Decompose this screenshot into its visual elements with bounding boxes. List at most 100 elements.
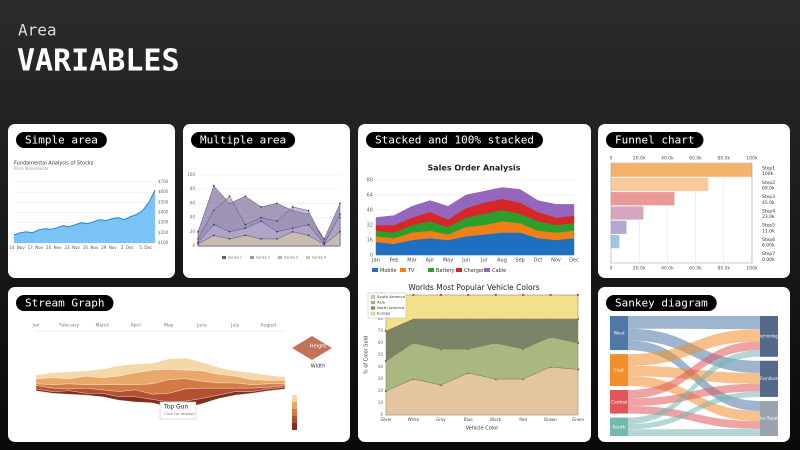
point [260, 220, 263, 223]
x-tick-label: March [96, 323, 110, 329]
legend-label: Series 4 [312, 256, 327, 260]
x-tick-label: Mar [407, 258, 417, 264]
legend-swatch [370, 295, 376, 299]
legend-label: South America [377, 294, 405, 299]
point [307, 223, 310, 226]
link [628, 365, 760, 384]
y-tick-label: 16 [367, 238, 373, 244]
annotation-note: Click for release [164, 411, 195, 416]
x-tick-label: 20. Nov [46, 245, 62, 250]
y-tick-label: 48 [367, 208, 373, 214]
point [307, 209, 310, 212]
card-title-pill [366, 132, 543, 148]
link [628, 316, 760, 330]
x-tick-label: Dec [569, 258, 579, 264]
card[interactable] [598, 124, 790, 278]
area [14, 190, 155, 243]
y-tick-label: 60 [190, 200, 196, 205]
x-tick-label: April [130, 323, 140, 329]
area-line [13, 189, 156, 236]
target-node [760, 400, 778, 436]
point [275, 230, 278, 233]
legend-swatch [306, 256, 310, 259]
header-title: VARIABLES [17, 44, 180, 79]
value-label: 23.0k [762, 214, 775, 220]
bar [611, 192, 675, 206]
bar [611, 234, 620, 249]
value-label: 6.00k [762, 243, 775, 249]
x-tick-label: Apr [426, 258, 436, 264]
y-tick-label: $400 [158, 210, 169, 215]
y-tick-label: 0 [380, 412, 383, 417]
y-tick-label: $200 [158, 230, 169, 235]
point [275, 202, 278, 205]
x-tick-label: 80.0k [717, 156, 730, 162]
category-label: Step2 [762, 180, 775, 186]
legend-label: Europe [377, 311, 391, 316]
legend-label: North America [377, 305, 405, 310]
point [260, 206, 263, 208]
point [244, 227, 247, 230]
legend-label: Asia [377, 300, 385, 305]
x-tick-label: 0 [610, 266, 613, 272]
x-tick-label: 23. Nov [64, 245, 80, 250]
legend-label: Cable [492, 268, 506, 274]
point [260, 238, 263, 240]
legend-scale [292, 416, 297, 423]
plot-frame [610, 162, 753, 264]
y-tick-label: 80 [378, 316, 384, 321]
x-tick-label: Jan [32, 323, 40, 329]
source-label: Central [611, 399, 627, 405]
category-label: Step5 [762, 223, 775, 229]
x-tick-label: Green [572, 417, 585, 422]
annotation: Top Gun [163, 404, 188, 411]
point [291, 206, 294, 208]
target-node [760, 360, 778, 397]
point [307, 234, 310, 237]
x-tick-label: 60.0k [689, 266, 702, 272]
point [244, 223, 247, 226]
x-tick-label: Gray [436, 417, 446, 422]
legend-label: TV [407, 268, 415, 274]
x-tick-label: 100k [746, 266, 758, 272]
card-title: Simple area [25, 134, 98, 147]
source-label: South [612, 424, 625, 430]
annotation-box [159, 401, 197, 420]
chart-title: Fundamental Analysis of Stocks [14, 161, 94, 167]
point [212, 209, 215, 212]
x-tick-label: 26. Nov [83, 245, 99, 250]
legend-shape [292, 336, 332, 360]
value-label: 69.0k [762, 186, 775, 192]
y-tick-label: $700 [158, 179, 169, 184]
card-title-pill [606, 132, 704, 148]
source-node [610, 390, 628, 414]
point [212, 234, 215, 237]
y-tick-label: 60 [378, 340, 384, 345]
point [275, 238, 278, 240]
card-title-pill [16, 132, 107, 148]
point [197, 230, 199, 233]
point [260, 216, 263, 219]
bar [611, 206, 644, 220]
point [244, 195, 247, 198]
point [467, 293, 470, 297]
card-title: Sankey diagram [615, 297, 708, 310]
source-node [610, 417, 628, 436]
y-tick-label: 10 [378, 400, 384, 405]
y-tick-label: 64 [367, 193, 373, 199]
x-tick-label: White [408, 417, 420, 422]
x-tick-label: Oct [534, 258, 543, 264]
y-tick-label: 100 [187, 172, 195, 177]
x-tick-label: May [443, 258, 453, 264]
card-title-pill [606, 295, 717, 311]
legend-label: Battery [436, 268, 455, 274]
x-tick-label: Nov [551, 258, 561, 264]
legend-scale [292, 423, 297, 430]
y-tick-label: 50 [378, 352, 384, 357]
legend-swatch [456, 268, 462, 272]
point [549, 293, 552, 297]
x-tick-label: 20.0k [633, 156, 646, 162]
legend-swatch [278, 256, 282, 259]
legend-swatch [370, 311, 376, 316]
x-tick-label: February [59, 323, 79, 329]
